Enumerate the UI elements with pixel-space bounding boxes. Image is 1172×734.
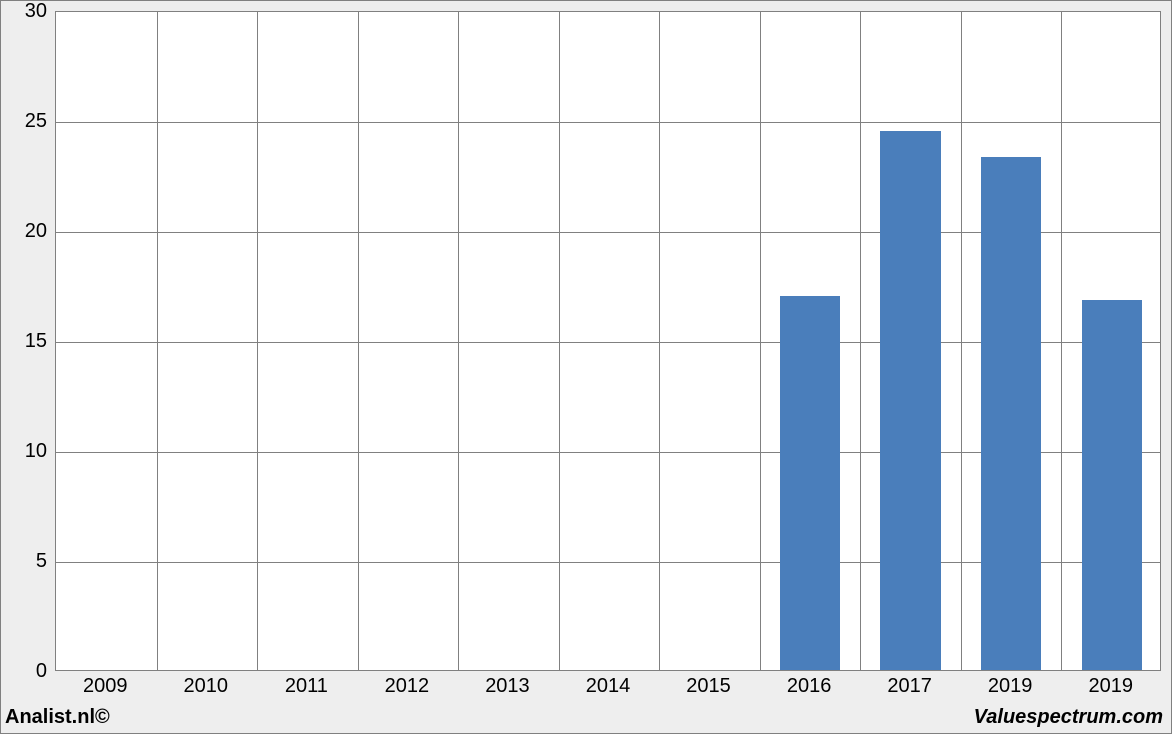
footer-right-text: Valuespectrum.com [974, 706, 1163, 729]
x-axis-tick-label: 2013 [457, 675, 558, 698]
x-axis-tick-label: 2019 [1060, 675, 1161, 698]
gridline-vertical [157, 12, 158, 670]
x-axis-tick-label: 2011 [256, 675, 357, 698]
plot-area [56, 12, 1160, 670]
bar [981, 157, 1041, 670]
y-axis-tick-label: 20 [1, 220, 47, 243]
gridline-vertical [760, 12, 761, 670]
bar [780, 296, 840, 670]
y-axis-tick-label: 0 [1, 660, 47, 683]
gridline-vertical [1061, 12, 1062, 670]
x-axis-tick-label: 2016 [759, 675, 860, 698]
x-axis-tick-label: 2009 [55, 675, 156, 698]
gridline-vertical [860, 12, 861, 670]
y-axis-tick-label: 5 [1, 550, 47, 573]
x-axis-tick-label: 2010 [156, 675, 257, 698]
plot-frame [55, 11, 1161, 671]
chart-container: 051015202530 200920102011201220132014201… [0, 0, 1172, 734]
gridline-vertical [961, 12, 962, 670]
gridline-vertical [458, 12, 459, 670]
x-axis-tick-label: 2017 [859, 675, 960, 698]
bar [1082, 300, 1142, 670]
gridline-horizontal [56, 122, 1160, 123]
gridline-vertical [659, 12, 660, 670]
y-axis-tick-label: 25 [1, 110, 47, 133]
gridline-vertical [559, 12, 560, 670]
gridline-vertical [257, 12, 258, 670]
y-axis-tick-label: 15 [1, 330, 47, 353]
y-axis-tick-label: 10 [1, 440, 47, 463]
x-axis-tick-label: 2015 [658, 675, 759, 698]
x-axis-tick-label: 2019 [960, 675, 1061, 698]
x-axis-tick-label: 2012 [357, 675, 458, 698]
x-axis-tick-label: 2014 [558, 675, 659, 698]
footer-left-text: Analist.nl© [5, 706, 110, 729]
gridline-vertical [358, 12, 359, 670]
y-axis-tick-label: 30 [1, 0, 47, 23]
bar [880, 131, 940, 670]
